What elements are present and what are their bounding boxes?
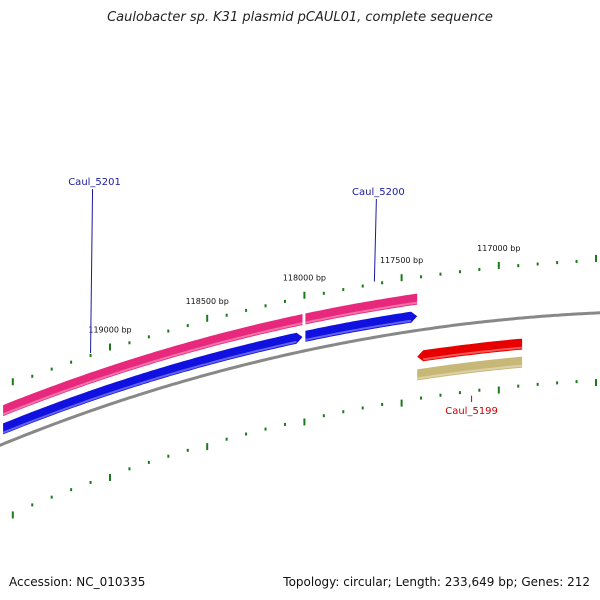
scale-label: 118500 bp bbox=[186, 297, 229, 306]
backbone-line bbox=[0, 311, 600, 447]
gene-arrow-Caul_5201[interactable] bbox=[2, 332, 303, 435]
gene-label-Caul_5199[interactable]: Caul_5199 bbox=[445, 395, 498, 417]
inner-tick-marks bbox=[11, 379, 597, 519]
gene-name: Caul_5201 bbox=[68, 177, 121, 188]
gene-name: Caul_5199 bbox=[445, 406, 498, 417]
map-title: Caulobacter sp. K31 plasmid pCAUL01, com… bbox=[107, 10, 493, 25]
pink-band-Caul_5201[interactable] bbox=[2, 314, 303, 417]
feature-tracks bbox=[2, 293, 523, 435]
outer-tick-marks bbox=[11, 254, 597, 386]
gene-labels: Caul_5201 Caul_5200 Caul_5199 bbox=[68, 177, 498, 417]
gene-label-Caul_5201[interactable]: Caul_5201 bbox=[68, 177, 121, 353]
scale-label: 117500 bp bbox=[380, 256, 423, 265]
scale-label: 118000 bp bbox=[283, 274, 326, 283]
gene-label-Caul_5200[interactable]: Caul_5200 bbox=[352, 187, 405, 282]
gene-arrow-Caul_5200[interactable] bbox=[305, 311, 418, 342]
backbone-track bbox=[0, 311, 600, 447]
pink-band-Caul_5200[interactable] bbox=[305, 293, 418, 325]
accession-label: Accession: NC_010335 bbox=[9, 575, 146, 589]
topology-summary: Topology: circular; Length: 233,649 bp; … bbox=[283, 575, 590, 589]
scale-labels: 119000 bp 118500 bp 118000 bp 117500 bp 1170… bbox=[88, 244, 520, 335]
gene-arrow-Caul_5199[interactable] bbox=[417, 338, 523, 362]
gene-name: Caul_5200 bbox=[352, 187, 405, 198]
scale-label: 117000 bp bbox=[477, 244, 520, 253]
tan-band-Caul_5199[interactable] bbox=[417, 356, 523, 381]
scale-label: 119000 bp bbox=[88, 326, 131, 335]
